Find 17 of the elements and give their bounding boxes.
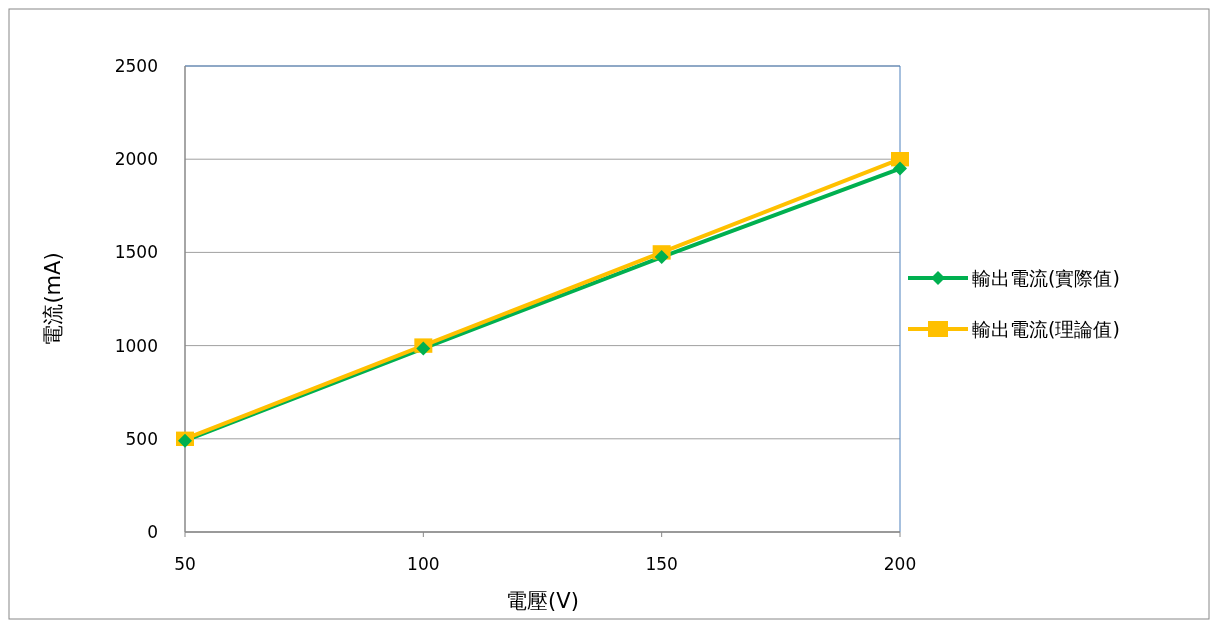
x-tick-label: 150 xyxy=(645,554,678,574)
y-tick-label: 2000 xyxy=(114,149,158,170)
point xyxy=(893,161,907,176)
legend-label: 輸出電流(理論值) xyxy=(972,318,1120,340)
y-tick-label: 1000 xyxy=(114,335,158,356)
x-tick-label: 200 xyxy=(883,554,917,574)
y-tick-label: 2500 xyxy=(114,56,158,76)
y-axis-title: 電流(mA) xyxy=(41,252,65,346)
y-tick-label: 0 xyxy=(147,522,158,542)
y-tick-label: 1500 xyxy=(114,242,158,263)
legend-label: 輸出電流(實際值) xyxy=(972,267,1120,289)
x-axis-title: 電壓(V) xyxy=(506,589,579,613)
x-tick-label: 100 xyxy=(407,554,440,574)
point xyxy=(654,250,669,265)
point xyxy=(891,152,909,167)
x-tick-label: 50 xyxy=(174,554,196,574)
y-tick-label: 500 xyxy=(125,428,158,449)
